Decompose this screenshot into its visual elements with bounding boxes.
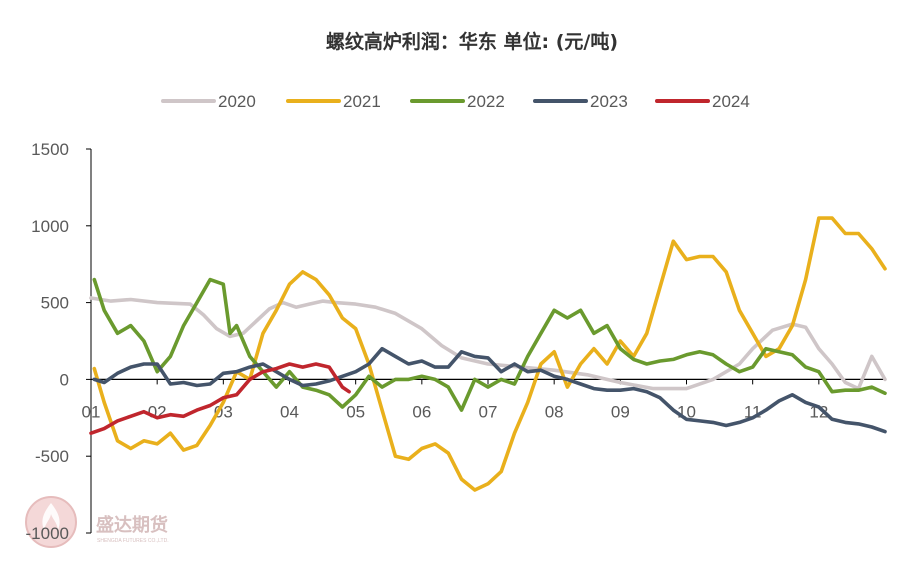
y-tick-label: 1000 [31, 217, 69, 236]
series-line-2021 [92, 216, 887, 492]
watermark: 盛达期货 SHENGDA FUTURES CO.,LTD. [25, 496, 169, 548]
watermark-subtitle: SHENGDA FUTURES CO.,LTD. [97, 538, 169, 544]
chart-title: 螺纹高炉利润：华东 单位: (元/吨) [326, 30, 618, 53]
watermark-logo-icon [25, 496, 77, 548]
x-tick-label: 08 [545, 402, 564, 421]
series-line-2022 [92, 277, 887, 412]
series-line-2024 [89, 362, 351, 435]
legend-label-2020: 2020 [218, 92, 256, 111]
x-tick-label: 09 [611, 402, 630, 421]
legend-label-2022: 2022 [467, 92, 505, 111]
legend: 2020 2021 2022 2023 2024 [161, 92, 750, 111]
legend-label-2024: 2024 [712, 92, 750, 111]
legend-label-2021: 2021 [343, 92, 381, 111]
legend-label-2023: 2023 [590, 92, 628, 111]
series-line-2020 [89, 296, 887, 391]
watermark-brand: 盛达期货 [96, 514, 168, 536]
y-axis: 1500 1000 500 0 -500 -1000 [26, 140, 92, 543]
x-tick-label: 04 [280, 402, 299, 421]
y-tick-label: 0 [60, 370, 69, 389]
x-tick-label: 07 [479, 402, 498, 421]
series-layer [89, 216, 887, 492]
x-tick-label: 01 [82, 402, 101, 421]
x-tick-label: 06 [412, 402, 431, 421]
y-tick-label: -1000 [26, 524, 69, 543]
x-tick-label: 05 [346, 402, 365, 421]
y-tick-label: -500 [35, 447, 69, 466]
watermark-flame-icon [42, 503, 60, 530]
y-tick-label: 500 [41, 294, 69, 313]
series-line-2023 [92, 346, 887, 434]
y-tick-label: 1500 [31, 140, 69, 159]
